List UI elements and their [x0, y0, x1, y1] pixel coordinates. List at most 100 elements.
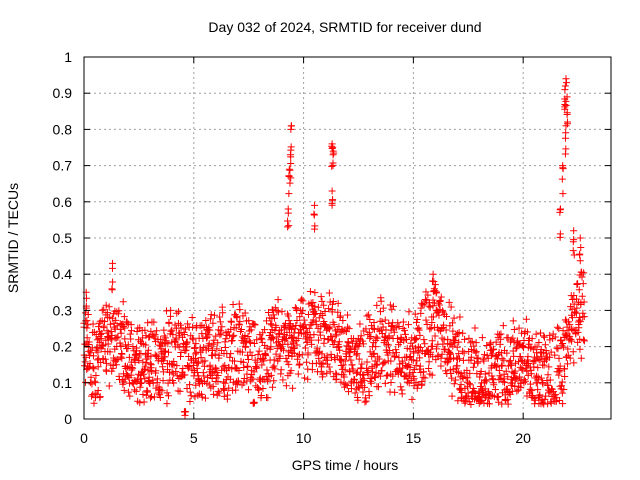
- data-point: [291, 325, 299, 333]
- x-tick-label: 0: [80, 430, 88, 446]
- data-point: [397, 368, 405, 376]
- data-point: [385, 332, 393, 340]
- data-point: [392, 324, 400, 332]
- data-point: [543, 350, 551, 358]
- data-point: [453, 343, 461, 351]
- data-point: [233, 314, 241, 322]
- data-point: [562, 145, 570, 153]
- data-point: [153, 375, 161, 383]
- data-point: [267, 371, 275, 379]
- data-point: [328, 187, 336, 195]
- data-point: [287, 153, 295, 161]
- data-point: [546, 376, 554, 384]
- data-point: [140, 370, 148, 378]
- data-point: [131, 358, 139, 366]
- data-point: [137, 350, 145, 358]
- data-point: [357, 332, 365, 340]
- data-point: [285, 317, 293, 325]
- data-point: [415, 326, 423, 334]
- data-point: [225, 384, 233, 392]
- data-point: [434, 351, 442, 359]
- data-point: [580, 337, 588, 345]
- data-point: [202, 317, 210, 325]
- data-point: [181, 408, 189, 416]
- data-point: [569, 348, 577, 356]
- data-point: [328, 142, 336, 150]
- data-point: [456, 355, 464, 363]
- data-point: [182, 346, 190, 354]
- data-point: [525, 360, 533, 368]
- data-point: [112, 316, 120, 324]
- data-point: [437, 362, 445, 370]
- data-point: [285, 222, 293, 230]
- data-point: [326, 323, 334, 331]
- data-point: [580, 269, 588, 277]
- data-point: [455, 328, 463, 336]
- data-point: [279, 376, 287, 384]
- data-point: [558, 389, 566, 397]
- data-point: [319, 370, 327, 378]
- data-point: [416, 331, 424, 339]
- data-point: [253, 336, 261, 344]
- data-point: [521, 377, 529, 385]
- data-point: [323, 369, 331, 377]
- data-point: [467, 400, 475, 408]
- data-point: [534, 386, 542, 394]
- data-point: [545, 363, 553, 371]
- data-point: [109, 362, 117, 370]
- data-point: [216, 331, 224, 339]
- data-point: [381, 316, 389, 324]
- data-point: [407, 339, 415, 347]
- data-point: [244, 355, 252, 363]
- data-point: [121, 335, 129, 343]
- data-point: [544, 381, 552, 389]
- data-point: [421, 296, 429, 304]
- data-point: [289, 338, 297, 346]
- data-point: [377, 297, 385, 305]
- data-point: [524, 371, 532, 379]
- data-point: [200, 372, 208, 380]
- data-point: [562, 101, 570, 109]
- data-point: [413, 315, 421, 323]
- data-point: [117, 353, 125, 361]
- data-point: [447, 340, 455, 348]
- data-point: [319, 311, 327, 319]
- data-point: [209, 382, 217, 390]
- data-point: [456, 313, 464, 321]
- data-point: [556, 233, 564, 241]
- data-point: [186, 388, 194, 396]
- data-point: [579, 280, 587, 288]
- data-point: [453, 362, 461, 370]
- data-point: [427, 324, 435, 332]
- y-tick-label: 0.6: [53, 194, 73, 210]
- x-tick-label: 5: [190, 430, 198, 446]
- data-point: [447, 303, 455, 311]
- data-point: [254, 351, 262, 359]
- data-point: [125, 388, 133, 396]
- data-point: [405, 308, 413, 316]
- data-point: [430, 287, 438, 295]
- data-point: [361, 394, 369, 402]
- data-point: [497, 330, 505, 338]
- data-point: [180, 339, 188, 347]
- data-point: [123, 318, 131, 326]
- data-point: [213, 345, 221, 353]
- data-point: [429, 296, 437, 304]
- data-point: [383, 340, 391, 348]
- data-point: [568, 337, 576, 345]
- data-point: [127, 335, 135, 343]
- data-point: [89, 364, 97, 372]
- data-point: [348, 339, 356, 347]
- data-point: [192, 349, 200, 357]
- data-point: [510, 326, 518, 334]
- data-point: [228, 337, 236, 345]
- data-point: [437, 354, 445, 362]
- data-point: [277, 366, 285, 374]
- data-point: [480, 357, 488, 365]
- data-point: [226, 375, 234, 383]
- data-point: [477, 398, 485, 406]
- data-point: [416, 343, 424, 351]
- data-point: [329, 159, 337, 167]
- data-point: [299, 297, 307, 305]
- data-point: [247, 326, 255, 334]
